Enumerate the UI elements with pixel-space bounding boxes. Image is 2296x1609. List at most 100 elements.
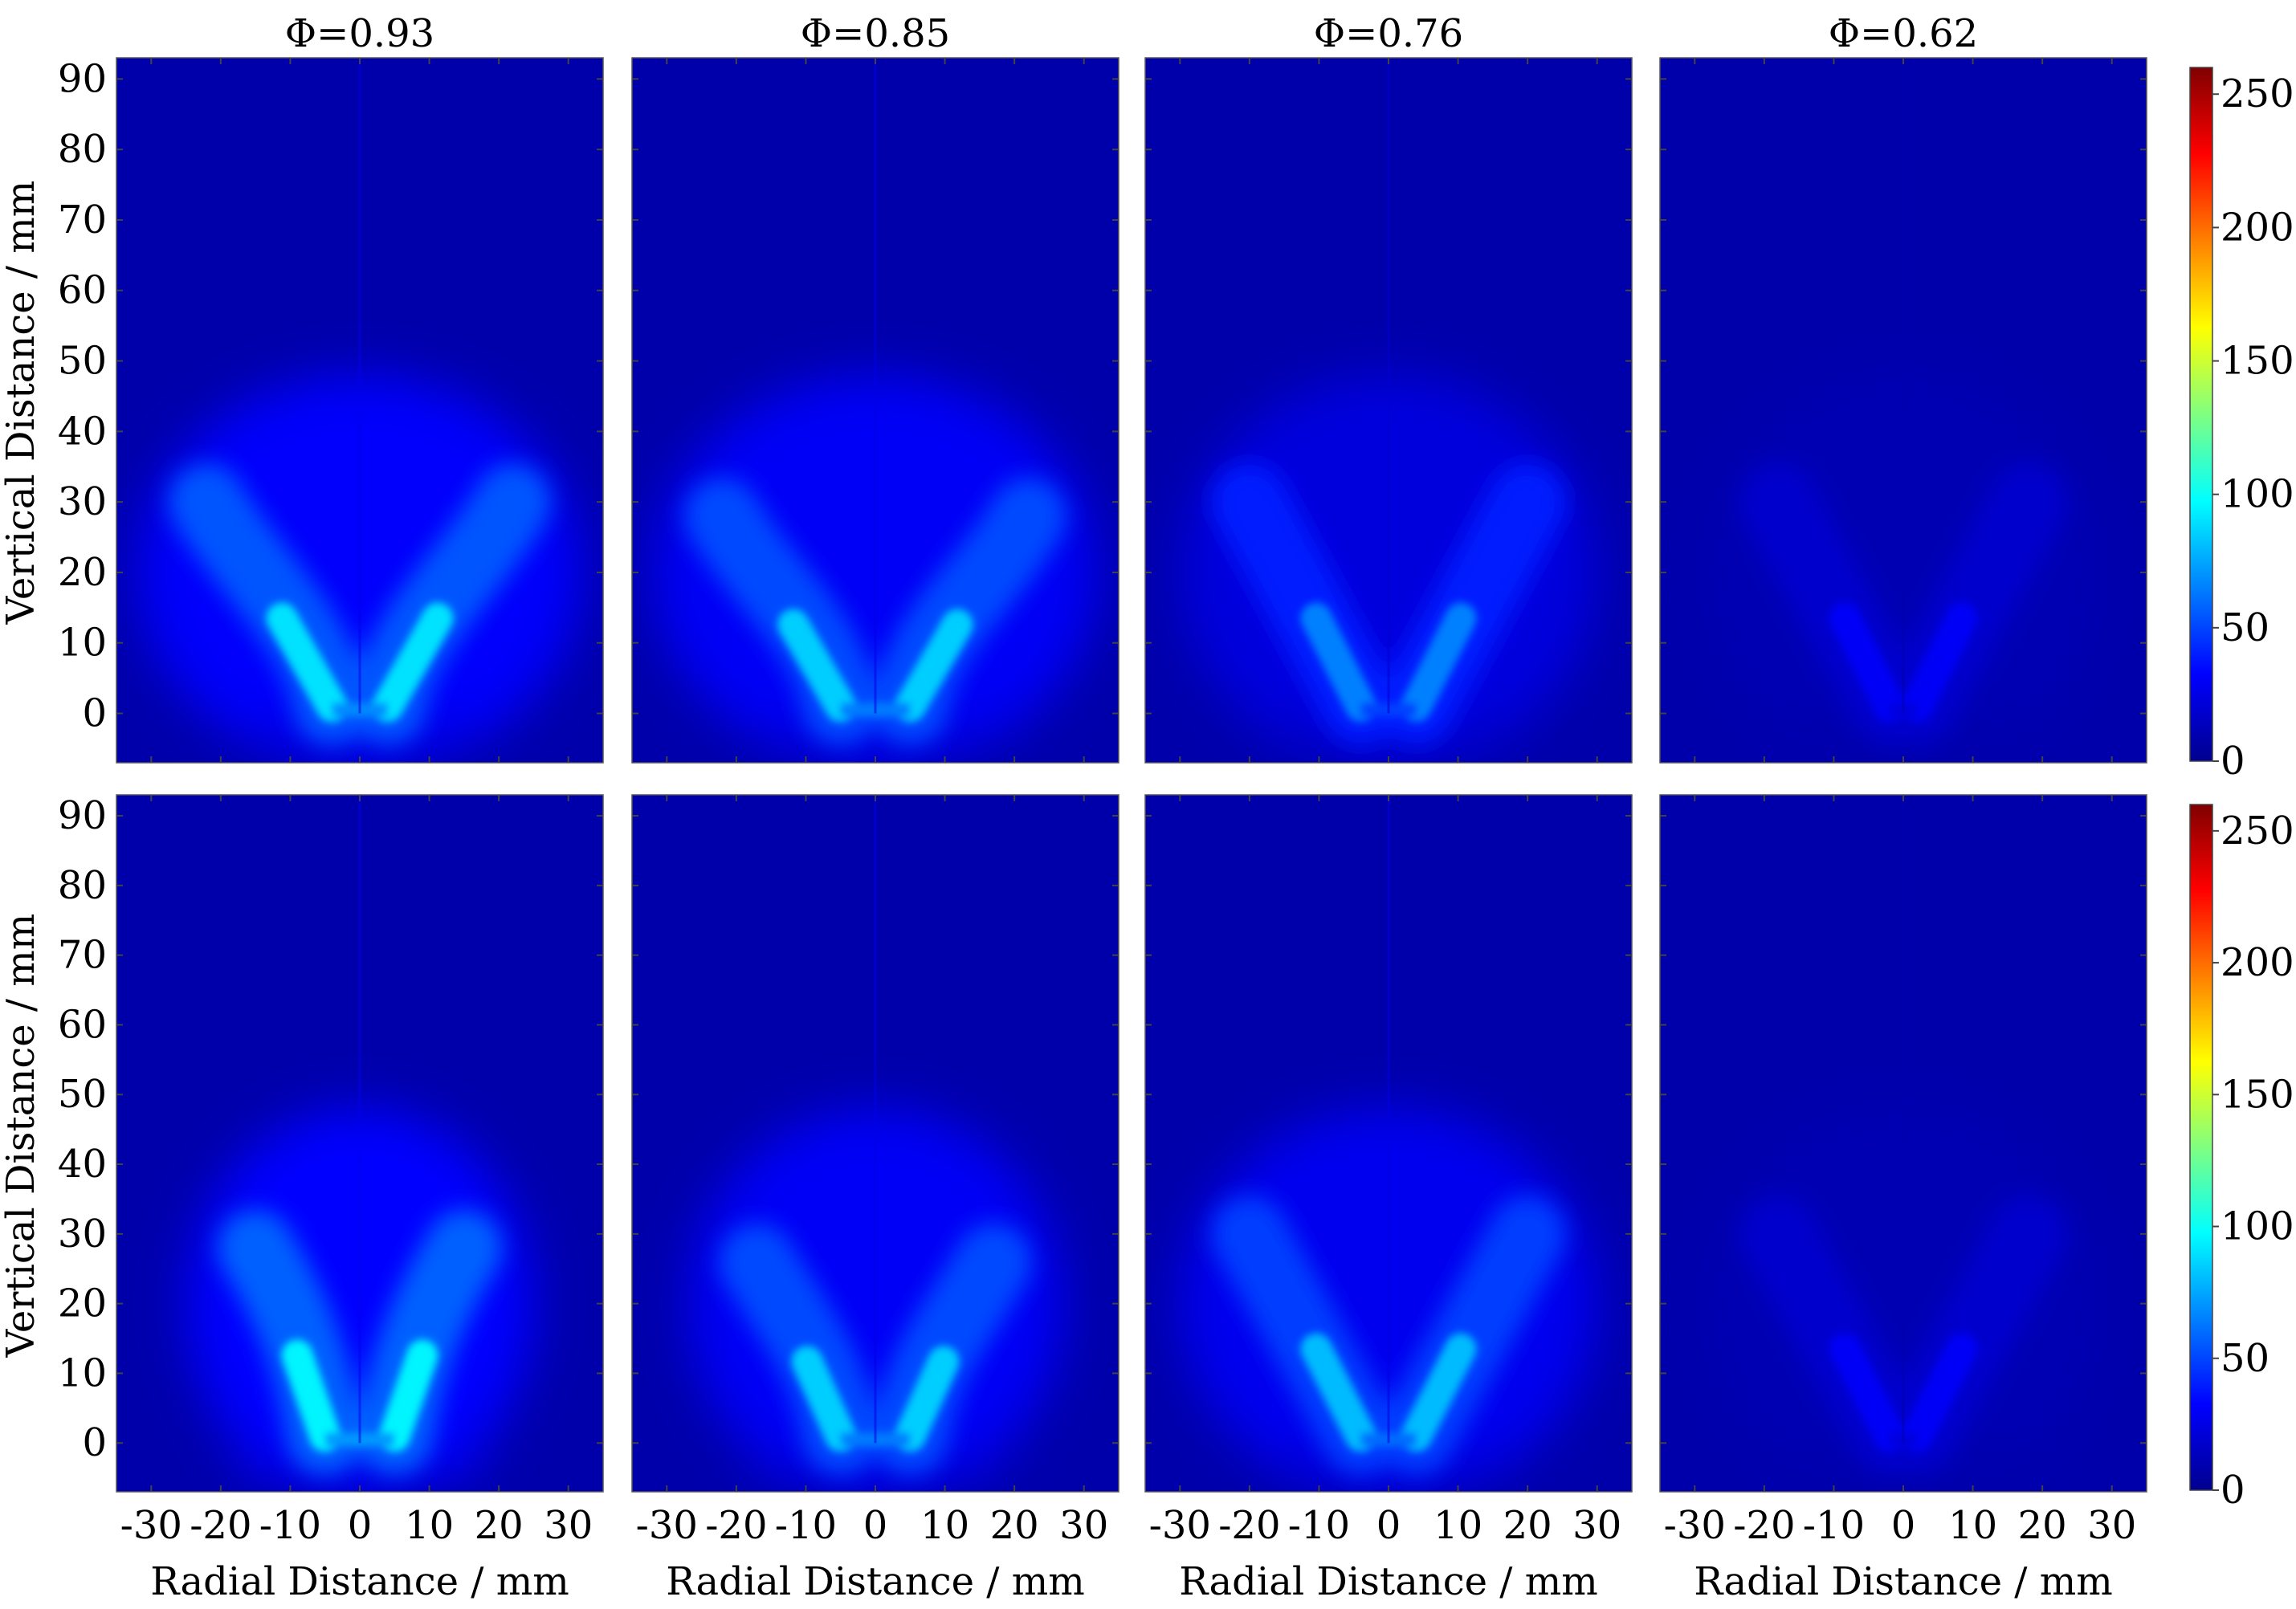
- x-tick-label: -10: [1803, 1503, 1865, 1548]
- flame-root: [281, 1339, 341, 1452]
- flame-root: [894, 1346, 960, 1452]
- y-axis-label: Vertical Distance / mm: [0, 914, 43, 1358]
- x-tick-label: -30: [636, 1503, 698, 1548]
- x-tick-label: 20: [990, 1503, 1039, 1548]
- y-tick-label: 40: [58, 409, 107, 454]
- y-tick-label: 20: [58, 1281, 107, 1326]
- x-axis-label: Radial Distance / mm: [150, 1559, 569, 1604]
- y-tick-label: 80: [58, 863, 107, 908]
- y-tick-label: 60: [58, 268, 107, 313]
- y-tick-label: 0: [82, 1420, 107, 1465]
- x-tick-label: 0: [863, 1503, 888, 1548]
- x-tick-label: 30: [1059, 1503, 1108, 1548]
- x-tick-label: 20: [1503, 1503, 1552, 1548]
- colorbar-tick-label: 0: [2221, 1468, 2245, 1513]
- y-tick-label: 30: [58, 1212, 107, 1257]
- colorbar: 0 50 100 150 200 250: [2189, 804, 2294, 1513]
- colorbar-tick-label: 250: [2221, 809, 2294, 853]
- x-tick-label: -20: [705, 1503, 767, 1548]
- x-tick-label: 0: [1376, 1503, 1401, 1548]
- flame-root: [372, 602, 454, 723]
- x-tick-label: -10: [259, 1503, 321, 1548]
- y-tick-label: 90: [58, 56, 107, 101]
- heatmap-panel: Φ=0.76: [1144, 11, 1633, 764]
- flame-root: [894, 609, 973, 723]
- y-tick-label: 50: [58, 339, 107, 384]
- y-tick-label: 40: [58, 1142, 107, 1187]
- x-tick-label: 20: [2018, 1503, 2067, 1548]
- colorbar-tick-label: 150: [2221, 339, 2294, 384]
- flame-root: [1901, 1333, 1978, 1452]
- x-tick-label: -30: [1664, 1503, 1726, 1548]
- x-tick-label: -20: [1218, 1503, 1280, 1548]
- x-tick-label: -20: [190, 1503, 251, 1548]
- flame-root: [1401, 1333, 1477, 1452]
- colorbar-gradient: [2190, 804, 2212, 1490]
- colorbar-frame: [2189, 67, 2213, 762]
- y-tick-label: 10: [58, 1350, 107, 1395]
- x-tick-label: -10: [1288, 1503, 1350, 1548]
- flame-root: [791, 1346, 857, 1452]
- y-tick-label: 80: [58, 127, 107, 172]
- panel-title: Φ=0.76: [1314, 11, 1463, 56]
- heatmap-panel: Φ=0.85: [631, 11, 1119, 764]
- y-tick-label: 50: [58, 1072, 107, 1117]
- x-tick-label: -10: [775, 1503, 837, 1548]
- colorbar-tick-label: 200: [2221, 940, 2294, 985]
- flame-root: [777, 609, 857, 723]
- colorbar: 0 50 100 150 200 250: [2189, 67, 2294, 784]
- x-axis-label: Radial Distance / mm: [1694, 1559, 2112, 1604]
- y-tick-label: 70: [58, 198, 107, 242]
- y-tick-label: 10: [58, 621, 107, 666]
- y-axis-label: Vertical Distance / mm: [0, 181, 43, 625]
- colorbar-tick-label: 0: [2221, 739, 2245, 784]
- colorbar-tick-label: 50: [2221, 1336, 2269, 1381]
- y-tick-label: 90: [58, 793, 107, 838]
- flame-root: [266, 602, 348, 723]
- heatmap-panel: -30 -20 -10 0 10 20 30 Radial Distance / mm: [1144, 794, 1633, 1604]
- heatmap-panel: 0 10 20 30 40 50 60 70 80 90 -30 -20 -10 0 10 20 30 Radia…: [0, 793, 604, 1604]
- x-tick-label: 10: [1948, 1503, 1997, 1548]
- y-tick-label: 30: [58, 479, 107, 524]
- colorbar-tick-label: 100: [2221, 1204, 2294, 1249]
- x-tick-label: 30: [1572, 1503, 1621, 1548]
- colorbar-tick-label: 150: [2221, 1072, 2294, 1117]
- flame-root: [378, 1339, 438, 1452]
- y-tick-label: 0: [82, 691, 107, 736]
- heatmap-panel: Φ=0.93 0 10 20 30 40 50 60 70 80 90 Vertical Distan…: [0, 11, 604, 764]
- x-tick-label: -30: [120, 1503, 182, 1548]
- colorbar-frame: [2189, 804, 2213, 1491]
- heatmap-panel: -30 -20 -10 0 10 20 30 Radial Distance / mm: [1659, 794, 2147, 1604]
- y-tick-label: 60: [58, 1002, 107, 1047]
- x-axis-label: Radial Distance / mm: [1179, 1559, 1597, 1604]
- panel-title: Φ=0.93: [285, 11, 434, 56]
- colorbar-tick-label: 250: [2221, 71, 2294, 116]
- x-axis-label: Radial Distance / mm: [666, 1559, 1084, 1604]
- x-tick-label: -30: [1149, 1503, 1211, 1548]
- y-tick-label: 20: [58, 550, 107, 595]
- y-tick-label: 70: [58, 933, 107, 978]
- heatmap-panel: Φ=0.62: [1659, 11, 2147, 764]
- flame-root: [1300, 1333, 1376, 1452]
- x-tick-label: 0: [348, 1503, 373, 1548]
- panel-title: Φ=0.62: [1829, 11, 1978, 56]
- panel-title: Φ=0.85: [801, 11, 950, 56]
- flame-root: [1901, 602, 1978, 723]
- heatmap-panel: -30 -20 -10 0 10 20 30 Radial Distance / mm: [631, 794, 1119, 1604]
- flame-root: [1300, 602, 1376, 723]
- colorbar-tick-label: 200: [2221, 205, 2294, 250]
- flame-root: [1829, 1333, 1906, 1452]
- x-tick-label: 30: [544, 1503, 593, 1548]
- flame-root: [1401, 602, 1477, 723]
- x-tick-label: 10: [920, 1503, 969, 1548]
- colorbar-tick-label: 100: [2221, 472, 2294, 517]
- x-tick-label: -20: [1733, 1503, 1795, 1548]
- colorbar-gradient: [2190, 67, 2212, 761]
- colorbar-tick-label: 50: [2221, 605, 2269, 650]
- x-tick-label: 10: [405, 1503, 454, 1548]
- x-tick-label: 30: [2087, 1503, 2136, 1548]
- x-tick-label: 10: [1433, 1503, 1482, 1548]
- x-tick-label: 20: [475, 1503, 524, 1548]
- flame-root: [1829, 602, 1906, 723]
